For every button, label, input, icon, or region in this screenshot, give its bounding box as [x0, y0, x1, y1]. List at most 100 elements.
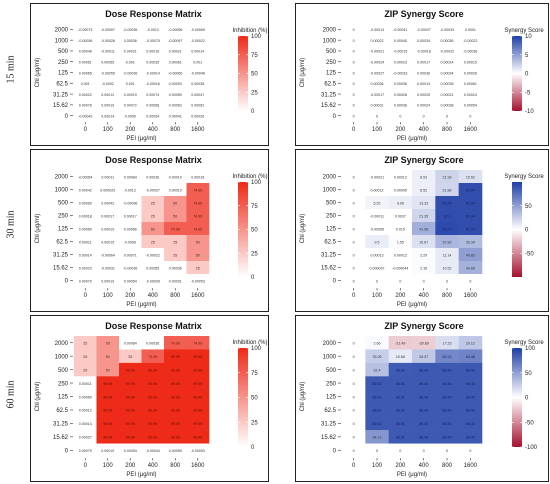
cell-value-label: 86.44	[419, 409, 428, 413]
cell-value-label: 86.44	[419, 382, 428, 386]
cell-value-label: 0.00012	[371, 188, 384, 192]
cell-value-label: 0	[469, 279, 471, 283]
cell-value-label: 0.00028	[394, 93, 407, 97]
cell-value-label: 0	[446, 279, 448, 283]
cell-value-label: -0.00054	[78, 175, 92, 179]
legend-tick-label: 75	[251, 204, 258, 210]
heatmap-cell	[365, 389, 389, 404]
y-tick-label: 1000	[323, 188, 337, 194]
cell-value-label: 0.00021	[169, 50, 182, 54]
heatmap-cell	[164, 88, 187, 100]
cell-value-label: 99.99	[126, 382, 135, 386]
y-tick-label: 62.5	[56, 408, 68, 414]
heatmap-cell	[435, 274, 459, 288]
cell-value-label: 0	[353, 449, 355, 453]
cell-value-label: 0.00011	[79, 240, 92, 244]
cell-value-label: 86.51	[373, 395, 382, 399]
cell-value-label: 0	[353, 201, 355, 205]
y-tick-label: 2000	[323, 28, 337, 34]
y-tick-label: 0	[333, 279, 337, 285]
cell-value-label: -0.00027	[146, 188, 160, 192]
heatmap-cell	[119, 376, 142, 391]
heatmap-cell	[186, 24, 210, 36]
heatmap-cell	[435, 443, 459, 458]
y-tick-label: 62.5	[324, 81, 336, 87]
cell-value-label: -0.00036	[78, 39, 92, 43]
heatmap-cell	[74, 88, 97, 100]
heatmap-cell	[365, 209, 389, 223]
y-tick-label: 125	[326, 71, 337, 77]
heatmap-cell	[119, 45, 142, 57]
heatmap-cell	[458, 34, 483, 46]
heatmap-cell	[141, 261, 165, 275]
legend-tick-label: 25	[251, 420, 258, 426]
cell-value-label: -0.00064	[101, 253, 115, 257]
x-tick-label: 0	[352, 463, 356, 469]
cell-value-label: 86.44	[466, 409, 475, 413]
cell-value-label: 99.99	[193, 395, 202, 399]
heatmap-cell	[388, 403, 413, 417]
heatmap-cell	[96, 222, 120, 236]
x-tick-label: 800	[170, 127, 181, 133]
cell-value-label: 99.99	[171, 409, 180, 413]
legend-tick-label: 0	[251, 109, 255, 115]
legend-tick-label: 25	[251, 90, 258, 96]
y-tick-label: 125	[58, 395, 69, 401]
cell-value-label: 0.00084	[124, 175, 137, 179]
legend-tick-label: 50	[251, 228, 258, 234]
cell-value-label: -0.00037	[417, 28, 431, 32]
heatmap-cell	[186, 56, 210, 68]
heatmap-cell	[342, 430, 366, 444]
panel-dose-15min: Dose Response Matrix -0.00073 -0.00097 -0.0…	[30, 3, 269, 146]
cell-value-label: 99.99	[126, 409, 135, 413]
cell-value-label: 99.99	[171, 355, 180, 359]
heatmap-cell	[96, 248, 120, 262]
cell-value-label: 0.00054	[124, 449, 137, 453]
legend-colorbar	[512, 36, 522, 111]
y-tick-label: 0	[65, 448, 69, 454]
cell-value-label: -0.00022	[440, 50, 454, 54]
cell-value-label: 0	[353, 409, 355, 413]
cell-value-label: 0.00019	[101, 104, 114, 108]
cell-value-label: 99.99	[126, 422, 135, 426]
x-axis-label: PEI (μg/ml)	[397, 136, 427, 142]
cell-value-label: 74.99	[193, 188, 202, 192]
cell-value-label: -0.00069	[191, 28, 205, 32]
heatmap-cell	[186, 430, 210, 444]
cell-value-label: -0.00022	[191, 39, 205, 43]
cell-value-label: 0.00019	[169, 188, 182, 192]
heatmap-cell	[164, 336, 187, 350]
heatmap-cell	[412, 336, 436, 350]
chart-title: ZIP Synergy Score	[384, 155, 463, 165]
heatmap-cell	[365, 376, 389, 391]
heatmap-cell	[186, 362, 210, 377]
cell-value-label: 0.00079	[79, 279, 92, 283]
heatmap-cell	[435, 416, 459, 431]
heatmap-cell	[458, 88, 483, 100]
heatmap-cell	[119, 183, 142, 197]
cell-value-label: 0.00045	[394, 39, 407, 43]
x-tick-label: 800	[442, 463, 453, 469]
heatmap-dose-15min: Dose Response Matrix -0.00073 -0.00097 -0.0…	[35, 9, 268, 142]
cell-value-label: -0.00018	[417, 50, 431, 54]
cell-value-label: -0.00022	[146, 253, 160, 257]
heatmap-cell	[141, 183, 165, 197]
legend-colorbar	[238, 348, 248, 447]
legend-tick-label: 5	[525, 53, 529, 59]
cell-value-label: 0.00014	[417, 82, 430, 86]
heatmap-cell	[96, 403, 120, 417]
y-axis-label: Chl (μg/ml)	[35, 58, 41, 87]
heatmap-cell	[119, 170, 142, 184]
cell-value-label: 0.00084	[124, 342, 137, 346]
cell-value-label: 0	[376, 114, 378, 118]
cell-value-label: 0.00059	[169, 93, 182, 97]
cell-value-label: 21.86	[443, 188, 452, 192]
y-tick-label: 31.25	[53, 253, 69, 259]
x-tick-label: 200	[125, 463, 136, 469]
heatmap-cell	[96, 99, 120, 111]
heatmap-cell	[388, 349, 413, 364]
y-tick-label: 1000	[323, 38, 337, 44]
heatmap-cell	[388, 261, 413, 275]
legend-tick-label: -50	[525, 420, 534, 426]
cell-value-label: -0.00011	[101, 50, 115, 54]
